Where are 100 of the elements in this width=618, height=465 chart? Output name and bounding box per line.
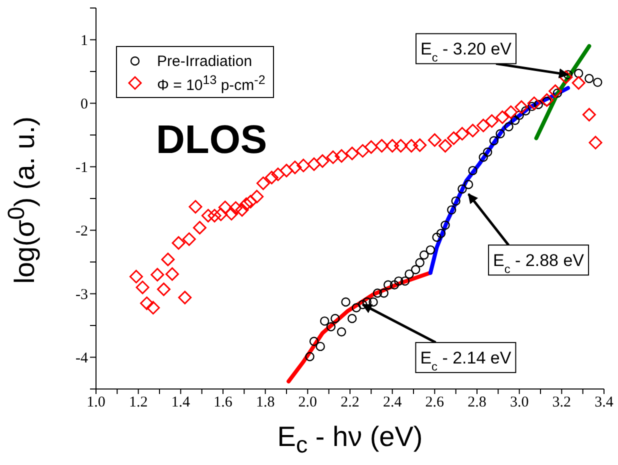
x-tick-label: 2.0 [298,394,318,411]
x-tick-label: 3.2 [552,394,572,411]
point [572,76,586,90]
point [540,93,554,107]
point [482,148,492,157]
point [172,236,186,250]
point [440,220,450,230]
x-tick-label: 1.6 [214,394,233,411]
point [326,322,336,332]
x-tick-label: 2.8 [468,394,486,411]
point [455,126,469,140]
point [368,297,378,307]
y-tick-label: -3 [76,287,88,304]
point [496,110,510,124]
point [375,139,388,153]
point [165,267,179,281]
point [256,176,270,190]
point [178,290,192,304]
point [413,138,427,152]
point [476,118,490,132]
annotation: E$_{c}$ - 2.88 eV [493,251,585,276]
point [182,232,196,246]
point [446,131,460,145]
point [404,269,414,279]
point [352,303,361,312]
point [250,190,264,204]
point [504,105,518,119]
point [305,352,314,362]
x-tick-label: 1.0 [86,394,106,411]
point [150,268,164,282]
point [386,139,400,153]
point [136,280,150,294]
point [235,203,249,217]
point [240,197,254,211]
point [228,201,242,215]
y-tick-label: -2 [76,224,88,240]
point [224,206,238,220]
point [341,297,350,307]
point [296,158,310,172]
point [593,78,602,87]
point [330,314,340,324]
point [280,164,294,178]
point [358,300,368,310]
legend-label: Φ = 10$^{13}$ p-cm$^{-2}$ [157,72,266,94]
point [419,250,429,260]
point [372,288,382,298]
point [244,194,258,208]
point [428,133,442,147]
y-tick-label: -1 [76,160,88,176]
point [334,149,348,163]
point [438,139,452,153]
point [146,300,160,314]
point [129,270,143,284]
point [447,205,456,215]
point [288,160,302,174]
y-tick-label: 1 [80,33,88,50]
x-tick-label: 1.4 [171,394,191,411]
point [214,208,228,222]
legend-label: Pre-Irradiation [157,52,252,70]
point [390,280,400,290]
point [548,84,562,98]
point [326,150,340,164]
point [345,146,359,160]
point [432,232,442,242]
y-tick-label: 0 [80,96,88,113]
point [316,154,330,168]
point [574,68,584,78]
point [582,108,596,122]
point [140,296,154,310]
point [478,152,488,162]
point [218,200,232,214]
point [426,245,436,255]
point [404,139,418,153]
point [208,208,222,222]
point [188,200,202,214]
x-tick-label: 1.2 [128,394,148,411]
point [379,288,388,298]
point [458,184,467,194]
y-tick-label: -4 [76,350,88,367]
point [364,140,378,154]
point [504,122,514,132]
x-tick-label: 2.6 [425,394,445,411]
point [348,314,357,324]
point [485,114,499,128]
point [384,280,393,290]
point [468,166,478,176]
point [510,116,520,125]
x-axis-title: E$_{c}$ - hν (eV) [276,421,424,459]
point [201,208,215,222]
point [584,74,594,84]
x-tick-label: 1.8 [256,394,275,411]
point [411,265,420,274]
point [451,196,460,206]
point [466,124,480,138]
point [415,258,424,268]
point [527,96,541,110]
x-tick-label: 2.2 [340,394,360,411]
point [192,220,206,234]
point [309,336,319,346]
point [156,282,170,296]
